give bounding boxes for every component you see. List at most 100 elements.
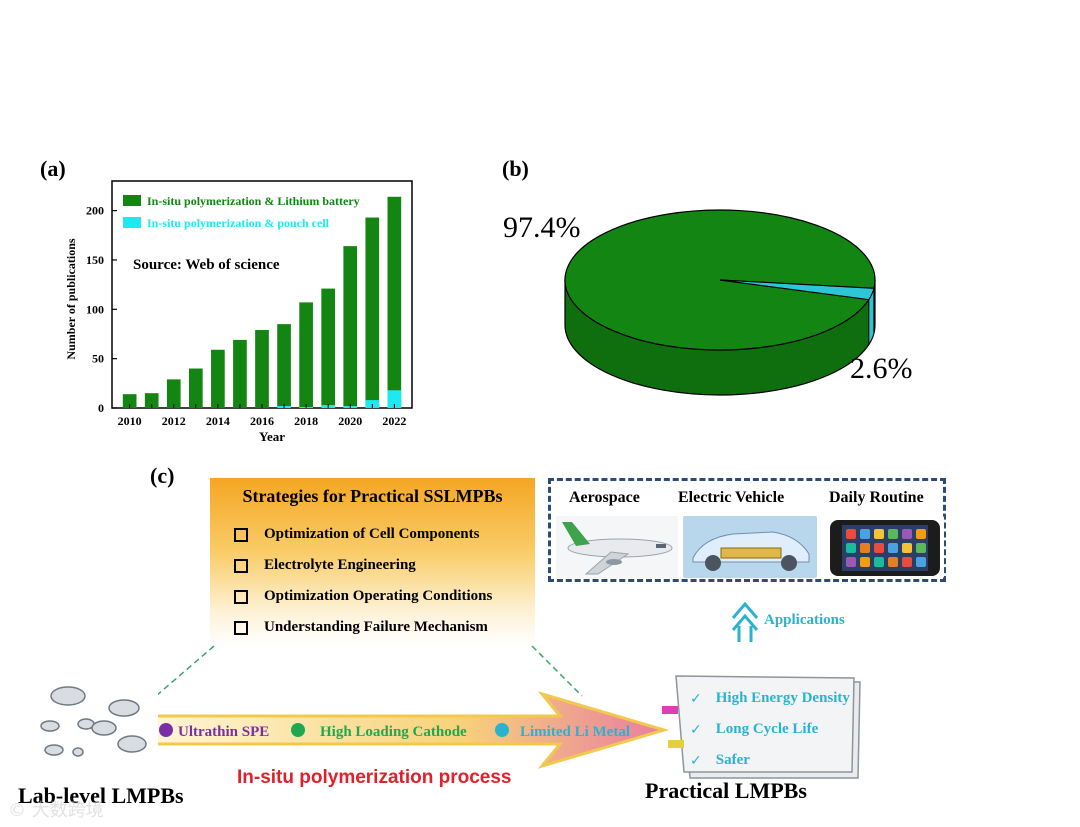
y-tick-label: 200 bbox=[86, 204, 104, 218]
bar-lithium-2012 bbox=[166, 379, 181, 408]
x-axis-label: Year bbox=[259, 429, 285, 444]
checkbox-icon bbox=[234, 589, 248, 604]
bar-lithium-2020 bbox=[343, 246, 358, 408]
x-tick-label: 2012 bbox=[162, 414, 186, 428]
bar-lithium-2018 bbox=[299, 302, 313, 408]
lab-level-label: Lab-level LMPBs bbox=[18, 783, 184, 808]
electric-vehicle-icon bbox=[683, 516, 817, 578]
app-icon bbox=[860, 543, 870, 553]
app-icon bbox=[902, 529, 912, 539]
practical-label: Practical LMPBs bbox=[645, 778, 807, 803]
bar-lithium-2016 bbox=[255, 330, 269, 408]
check-icon: ✓ bbox=[690, 752, 702, 769]
app-icon bbox=[860, 529, 870, 539]
app-icon bbox=[846, 557, 856, 567]
strategy-item: Optimization of Cell Components bbox=[234, 519, 535, 550]
strategy-item: Electrolyte Engineering bbox=[234, 550, 535, 581]
battery-features: ✓ High Energy Density ✓ Long Cycle Life ✓ S… bbox=[690, 683, 850, 776]
app-icon bbox=[902, 543, 912, 553]
app-label-aerospace: Aerospace bbox=[569, 489, 640, 506]
process-arrow: Ultrathin SPE High Loading Cathode Limit… bbox=[150, 691, 670, 769]
panel-c-label: (c) bbox=[150, 463, 175, 488]
bar-lithium-2013 bbox=[188, 368, 203, 408]
source-text: Source: Web of science bbox=[133, 257, 280, 273]
y-tick-label: 100 bbox=[86, 302, 104, 316]
check-icon: ✓ bbox=[690, 721, 702, 738]
airplane-icon bbox=[556, 516, 678, 578]
y-tick-label: 150 bbox=[86, 253, 104, 267]
panel-a-label: (a) bbox=[40, 156, 66, 181]
bar-lithium-2014 bbox=[211, 349, 225, 408]
app-icon bbox=[888, 543, 898, 553]
bullet-cathode bbox=[291, 723, 305, 737]
x-tick-label: 2020 bbox=[338, 414, 362, 428]
y-tick-label: 0 bbox=[98, 401, 104, 415]
strategy-item: Understanding Failure Mechanism bbox=[234, 612, 535, 643]
app-icon bbox=[846, 543, 856, 553]
app-icon bbox=[916, 557, 926, 567]
up-chevron-icon bbox=[731, 601, 759, 642]
x-tick-label: 2016 bbox=[250, 414, 274, 428]
pouch-battery-icon bbox=[662, 675, 861, 779]
bar-lithium-2021 bbox=[365, 217, 380, 408]
bullet-ultrathin bbox=[159, 723, 173, 737]
bar-lithium-2019 bbox=[321, 288, 336, 408]
x-tick-label: 2022 bbox=[382, 414, 406, 428]
bar-lithium-2022 bbox=[387, 196, 402, 408]
applications-box: Aerospace Electric Vehicle Daily Routine bbox=[548, 478, 946, 582]
bar-lithium-2017 bbox=[277, 324, 291, 408]
x-tick-label: 2014 bbox=[206, 414, 230, 428]
bar-lithium-2015 bbox=[233, 339, 247, 408]
arrow-item-cathode: High Loading Cathode bbox=[320, 724, 467, 740]
bar-lithium-2011 bbox=[144, 393, 159, 408]
y-tick-label: 50 bbox=[92, 352, 104, 366]
feature-item: ✓ Safer bbox=[690, 752, 750, 769]
checkbox-icon bbox=[234, 620, 248, 635]
feature-item: ✓ High Energy Density bbox=[690, 690, 850, 707]
process-label: In-situ polymerization process bbox=[237, 767, 512, 788]
coin-cells-icon bbox=[28, 680, 158, 770]
strategies-list: Optimization of Cell Components Electrol… bbox=[234, 519, 535, 643]
checkbox-icon bbox=[234, 527, 248, 542]
app-icon bbox=[888, 529, 898, 539]
app-icon bbox=[874, 529, 884, 539]
app-label-ev: Electric Vehicle bbox=[678, 489, 785, 506]
app-icon bbox=[860, 557, 870, 567]
legend-swatch-pouch bbox=[123, 217, 141, 228]
check-icon: ✓ bbox=[690, 690, 702, 707]
pie-chart: 97.4% 2.6% bbox=[503, 209, 913, 396]
app-icon bbox=[916, 529, 926, 539]
feature-item: ✓ Long Cycle Life bbox=[690, 721, 819, 738]
bar-pouch-2022 bbox=[387, 390, 402, 408]
app-icon bbox=[902, 557, 912, 567]
connector-lines bbox=[155, 645, 583, 697]
smartphone-icon bbox=[826, 516, 944, 578]
app-icon bbox=[888, 557, 898, 567]
watermark: © 大数跨境 bbox=[8, 800, 104, 821]
app-icon bbox=[874, 543, 884, 553]
app-label-daily: Daily Routine bbox=[829, 489, 924, 506]
big-pct-label: 97.4% bbox=[503, 211, 581, 244]
y-axis-label: Number of publications bbox=[64, 238, 78, 359]
bar-lithium-2010 bbox=[122, 394, 137, 408]
pie-slice-small bbox=[719, 279, 875, 301]
arrow-item-ultrathin: Ultrathin SPE bbox=[178, 724, 269, 740]
app-icon bbox=[874, 557, 884, 567]
checkbox-icon bbox=[234, 558, 248, 573]
panel-b-label: (b) bbox=[502, 156, 529, 181]
legend-label-pouch: In-situ polymerization & pouch cell bbox=[147, 216, 330, 230]
app-icon bbox=[916, 543, 926, 553]
strategies-box: Strategies for Practical SSLMPBs Optimiz… bbox=[210, 478, 535, 646]
strategy-item: Optimization Operating Conditions bbox=[234, 581, 535, 612]
applications-label: Applications bbox=[764, 612, 845, 628]
app-icon bbox=[846, 529, 856, 539]
bullet-limited-li bbox=[495, 723, 509, 737]
legend-swatch-lithium bbox=[123, 195, 141, 206]
arrow-item-limited-li: Limited Li Metal bbox=[520, 724, 630, 740]
small-pct-label: 2.6% bbox=[850, 352, 913, 385]
strategies-title: Strategies for Practical SSLMPBs bbox=[242, 486, 503, 506]
bar-chart: 0 50 100 150 200 2010 2012 2014 2016 2018 2020 202… bbox=[64, 180, 413, 444]
x-tick-label: 2010 bbox=[118, 414, 142, 428]
legend-label-lithium: In-situ polymerization & Lithium battery bbox=[147, 194, 360, 208]
x-tick-label: 2018 bbox=[294, 414, 318, 428]
